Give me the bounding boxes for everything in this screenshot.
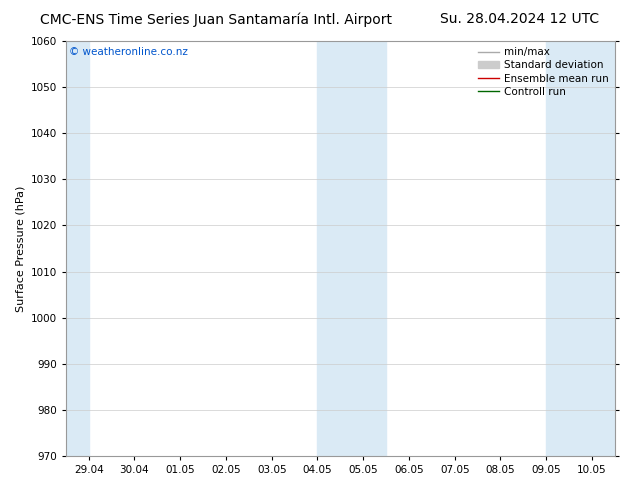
Bar	[318, 41, 340, 456]
Text: CMC-ENS Time Series Juan Santamaría Intl. Airport: CMC-ENS Time Series Juan Santamaría Intl…	[39, 12, 392, 27]
Text: © weatheronline.co.nz: © weatheronline.co.nz	[68, 47, 188, 57]
Bar	[569, 41, 615, 456]
Legend: min/max, Standard deviation, Ensemble mean run, Controll run: min/max, Standard deviation, Ensemble me…	[474, 43, 612, 101]
Y-axis label: Surface Pressure (hPa): Surface Pressure (hPa)	[15, 185, 25, 312]
Bar	[340, 41, 386, 456]
Text: Su. 28.04.2024 12 UTC: Su. 28.04.2024 12 UTC	[441, 12, 599, 26]
Bar	[66, 41, 89, 456]
Bar	[547, 41, 569, 456]
